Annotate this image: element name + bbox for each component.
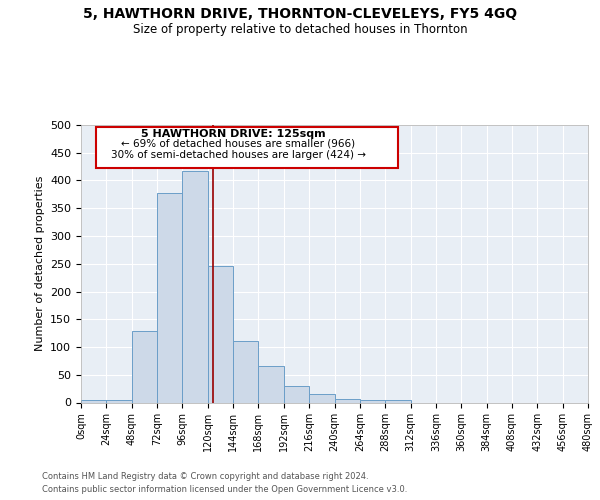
Y-axis label: Number of detached properties: Number of detached properties bbox=[35, 176, 44, 352]
Text: 5 HAWTHORN DRIVE: 125sqm: 5 HAWTHORN DRIVE: 125sqm bbox=[141, 129, 325, 139]
Bar bbox=[385, 400, 410, 402]
Bar bbox=[259, 366, 284, 402]
Text: 5, HAWTHORN DRIVE, THORNTON-CLEVELEYS, FY5 4GQ: 5, HAWTHORN DRIVE, THORNTON-CLEVELEYS, F… bbox=[83, 8, 517, 22]
Text: ← 69% of detached houses are smaller (966): ← 69% of detached houses are smaller (96… bbox=[121, 139, 355, 149]
Bar bbox=[157, 192, 182, 402]
Bar bbox=[284, 386, 309, 402]
Bar bbox=[132, 332, 157, 402]
Bar bbox=[335, 399, 360, 402]
Text: Contains public sector information licensed under the Open Government Licence v3: Contains public sector information licen… bbox=[42, 485, 407, 494]
Bar bbox=[106, 400, 132, 402]
FancyBboxPatch shape bbox=[96, 127, 398, 168]
Bar bbox=[233, 342, 259, 402]
Bar bbox=[309, 394, 335, 402]
Bar bbox=[360, 400, 385, 402]
Bar bbox=[182, 170, 208, 402]
Text: Contains HM Land Registry data © Crown copyright and database right 2024.: Contains HM Land Registry data © Crown c… bbox=[42, 472, 368, 481]
Bar bbox=[588, 400, 600, 402]
Text: 30% of semi-detached houses are larger (424) →: 30% of semi-detached houses are larger (… bbox=[110, 150, 365, 160]
Bar bbox=[81, 400, 106, 402]
Text: Size of property relative to detached houses in Thornton: Size of property relative to detached ho… bbox=[133, 22, 467, 36]
Bar bbox=[208, 266, 233, 402]
